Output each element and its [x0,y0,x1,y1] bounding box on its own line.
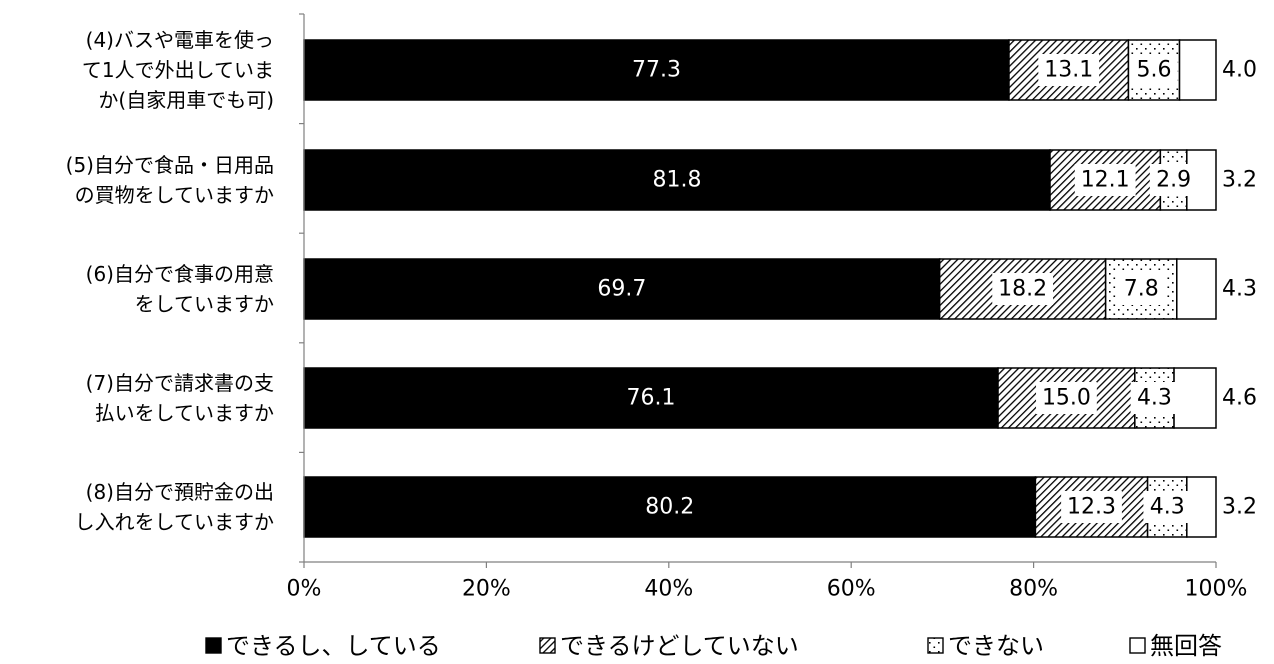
legend-label-4: 無回答 [1150,632,1222,660]
data-label-background [1074,164,1136,196]
category-label: (7)自分で請求書の支 [86,371,274,395]
data-label-no-answer: 3.2 [1222,495,1257,520]
category-label: をしていますか [135,292,274,316]
bar-segment-4 [1176,258,1217,320]
data-label-no-answer: 4.3 [1222,277,1257,302]
legend: できるし、している できるけどしていない できない 無回答 [205,632,1222,660]
category-label: (4)バスや電車を使っ [86,28,274,52]
x-tick-label: 80% [1009,577,1058,602]
data-label-series-3: 2.9 [1156,168,1191,193]
legend-label-1: できるし、している [226,632,441,660]
data-label-series-2: 12.1 [1081,168,1130,193]
category-label: し入れをしていますか [75,510,274,534]
x-tick-label: 60% [827,577,876,602]
data-label-series-1: 69.7 [597,277,646,302]
axes: 0% 20% 40% 60% 80% 100% [287,13,1248,602]
data-label-no-answer: 4.0 [1222,58,1257,83]
data-label-series-3: 4.3 [1150,495,1185,520]
data-label-series-2: 12.3 [1067,495,1116,520]
data-label-series-3: 4.3 [1137,386,1172,411]
data-label-series-2: 15.0 [1042,386,1091,411]
bar-value-labels: 77.3 13.1 5.6 4.0 81.8 12.1 2.9 3.2 69.7 18.2 7.8 4… [597,54,1257,523]
bar-segment-4 [1178,39,1217,101]
bar-segment-1 [303,149,1051,211]
data-label-background [1149,164,1198,196]
category-label: か(自家用車でも可) [98,88,274,112]
bar-segment-1 [303,39,1010,101]
data-label-background [1038,54,1100,86]
category-label: (6)自分で食事の用意 [86,262,274,286]
x-tick-label: 100% [1185,577,1248,602]
data-label-background [1130,54,1178,86]
data-label-series-2: 13.1 [1044,58,1093,83]
x-tick-label: 20% [462,577,511,602]
legend-swatch-1 [205,637,222,654]
data-label-background [1117,273,1166,305]
category-label: 払いをしていますか [95,401,274,425]
category-label: (5)自分で食品・日用品 [66,153,274,177]
data-label-series-1: 81.8 [653,168,702,193]
x-tick-label: 40% [644,577,693,602]
data-label-series-1: 80.2 [645,495,694,520]
data-label-background [1061,491,1122,523]
data-label-series-3: 7.8 [1124,277,1159,302]
data-label-background [992,273,1054,305]
data-label-series-1: 76.1 [627,386,676,411]
legend-label-2: できるけどしていない [560,632,799,660]
bars [303,39,1217,538]
legend-swatch-4 [1129,637,1146,654]
legend-label-3: できない [948,632,1044,660]
x-tick-label: 0% [287,577,322,602]
category-label: (8)自分で預貯金の出 [86,480,274,504]
bar-segment-4 [1186,476,1217,538]
category-label: て1人で外出していま [82,58,274,82]
data-label-background [1143,491,1192,523]
bar-segment-4 [1173,367,1217,429]
data-label-no-answer: 3.2 [1222,168,1257,193]
data-label-series-2: 18.2 [998,277,1047,302]
data-label-series-1: 77.3 [632,58,681,83]
data-label-series-3: 5.6 [1136,58,1171,83]
legend-swatch-3 [927,637,944,654]
legend-swatch-2 [539,637,556,654]
bar-segment-1 [303,476,1037,538]
category-label: の買物をしていますか [75,183,274,207]
data-label-no-answer: 4.6 [1222,386,1257,411]
data-label-background [1130,382,1179,414]
data-label-background [1036,382,1097,414]
